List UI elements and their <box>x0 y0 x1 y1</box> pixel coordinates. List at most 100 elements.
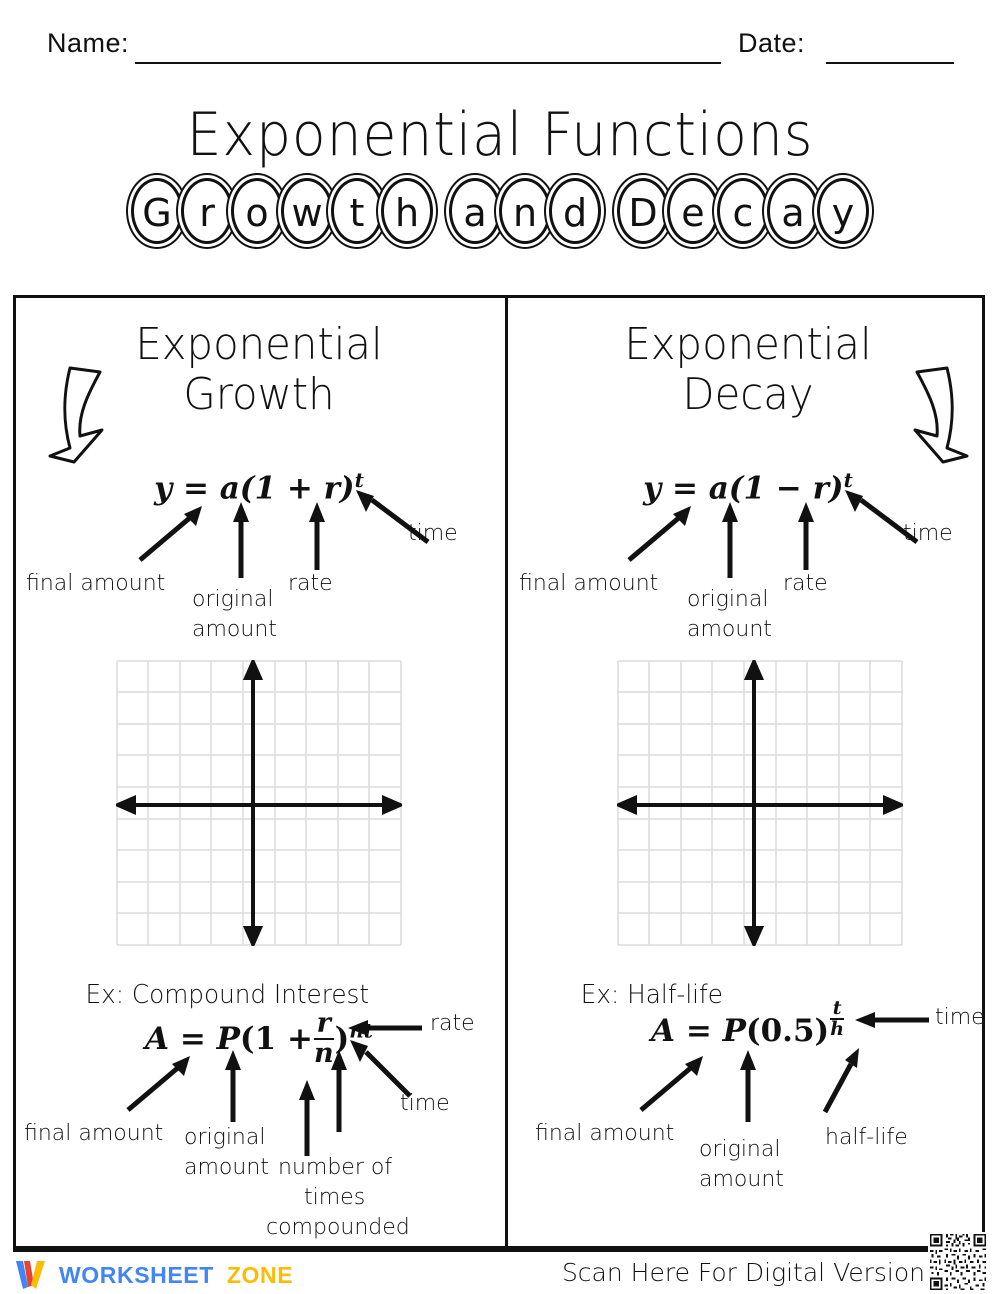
panel-divider <box>505 298 508 1246</box>
fraction-denominator: n <box>313 1037 334 1069</box>
fraction-denominator: h <box>830 1018 845 1041</box>
subtitle-letter: h <box>381 178 433 244</box>
growth-formula-equals: = <box>182 470 209 507</box>
arrow-to-original-amount-icon <box>722 502 738 578</box>
label-compounded-line1: number of <box>278 1155 393 1180</box>
name-write-line[interactable] <box>135 62 721 64</box>
arrow-to-number-of-times-icon <box>331 1050 347 1132</box>
growth-example-formula: A = P(1 +rn)nt <box>16 1008 502 1069</box>
label-original-amount-example-line2: amount <box>184 1155 269 1180</box>
subtitle-letter: t <box>331 178 383 244</box>
axes <box>617 660 903 946</box>
ex-formula-lhs: A <box>650 1012 676 1049</box>
label-compounded-line2: times <box>304 1185 366 1210</box>
subtitle-letter: w <box>281 178 333 244</box>
label-compounded-line3: compounded <box>266 1215 410 1240</box>
axes <box>116 660 402 946</box>
label-original-amount-line2: amount <box>192 617 277 642</box>
ex-formula-close: ) <box>334 1021 350 1058</box>
arrow-to-original-amount-example-icon <box>225 1050 241 1122</box>
content-frame: Exponential Growth y = a(1 + r)t <box>13 295 985 1249</box>
subtitle-letter: a <box>767 178 819 244</box>
growth-example-heading: Ex: Compound Interest <box>85 980 370 1010</box>
arrow-to-time-icon <box>845 490 919 544</box>
coordinate-grid-decay[interactable] <box>617 660 903 946</box>
growth-heading-line1: Exponential <box>135 319 383 370</box>
ex-formula-equals: = <box>179 1021 206 1058</box>
label-time-example: time <box>935 1005 985 1030</box>
label-original-amount-line2: amount <box>687 617 772 642</box>
subtitle-letter: y <box>817 178 869 244</box>
subtitle-letter: G <box>131 178 183 244</box>
label-rate: rate <box>783 571 828 596</box>
decay-formula-base: a(1 − r) <box>708 470 844 507</box>
growth-formula-base: a(1 + r) <box>219 470 355 507</box>
ex-formula-open: (1 + <box>239 1021 313 1058</box>
logo-word-worksheet: WORKSHEET <box>59 1261 214 1288</box>
label-rate: rate <box>288 571 333 596</box>
worksheet-zone-mark-icon <box>16 1261 45 1289</box>
arrow-to-original-amount-icon <box>233 502 249 578</box>
footer-divider <box>13 1249 985 1252</box>
name-label: Name: <box>47 28 130 58</box>
arrow-to-time-example-icon <box>855 1012 929 1028</box>
label-final-amount-example: final amount <box>535 1121 675 1146</box>
date-write-line[interactable] <box>826 62 954 64</box>
subtitle-letter: e <box>667 178 719 244</box>
growth-formula-lhs: y <box>154 470 173 507</box>
subtitle-space <box>431 178 451 244</box>
label-rate-example: rate <box>430 1011 475 1036</box>
arrow-to-rate-icon <box>309 502 325 570</box>
student-info-header: Name: Date: <box>0 28 1000 72</box>
decay-formula-exponent: t <box>843 468 853 492</box>
decay-example-formula: A = P(0.5) t h <box>505 998 991 1053</box>
label-time: time <box>903 521 953 546</box>
growth-heading-line2: Growth <box>183 369 335 420</box>
date-label: Date: <box>738 28 806 58</box>
fraction-numerator: t <box>832 997 842 1019</box>
subtitle-letter: n <box>499 178 551 244</box>
arrow-to-half-life-icon <box>822 1048 859 1114</box>
subtitle-letter: D <box>617 178 669 244</box>
arrow-to-rate-example-icon <box>348 1020 422 1036</box>
subtitle-letter: a <box>449 178 501 244</box>
worksheet-zone-logo[interactable]: WORKSHEET ZONE <box>14 1258 293 1292</box>
label-final-amount: final amount <box>26 571 166 596</box>
subtitle-space <box>599 178 619 244</box>
arrow-to-final-amount-example-icon <box>639 1056 703 1112</box>
arrow-to-final-amount-icon <box>138 506 202 562</box>
ex-formula-p: P <box>722 1012 746 1049</box>
arrow-to-time-example-icon <box>350 1040 412 1098</box>
fraction-numerator: r <box>316 1008 331 1039</box>
curved-arrow-down-icon <box>48 366 104 464</box>
coordinate-grid-growth[interactable] <box>116 660 402 946</box>
panel-exponential-growth: Exponential Growth y = a(1 + r)t <box>16 298 502 1246</box>
arrow-to-compounded-icon <box>299 1080 315 1156</box>
subtitle-letter: c <box>717 178 769 244</box>
subtitle-letter: r <box>181 178 233 244</box>
page-title: Exponential Functions <box>186 100 814 170</box>
label-half-life: half-life <box>825 1125 908 1150</box>
label-original-amount-line1: original <box>192 587 274 612</box>
logo-word-zone: ZONE <box>226 1261 294 1288</box>
decay-formula-lhs: y <box>643 470 662 507</box>
decay-heading: Exponential Decay <box>517 320 979 420</box>
arrow-to-final-amount-icon <box>627 506 691 562</box>
label-original-amount-example-line1: original <box>184 1125 266 1150</box>
subtitle-letter: o <box>231 178 283 244</box>
arrow-to-original-amount-example-icon <box>740 1050 756 1122</box>
label-original-amount-example-line2: amount <box>699 1167 784 1192</box>
growth-formula: y = a(1 + r)t <box>16 468 502 506</box>
decay-heading-line1: Exponential <box>624 319 872 370</box>
decay-formula: y = a(1 − r)t <box>505 468 991 506</box>
arrow-to-rate-icon <box>798 502 814 570</box>
arrow-to-final-amount-example-icon <box>126 1056 190 1112</box>
growth-heading: Exponential Growth <box>28 320 490 420</box>
label-final-amount: final amount <box>519 571 659 596</box>
qr-code-icon[interactable] <box>928 1232 988 1292</box>
arrow-to-time-icon <box>356 490 430 544</box>
growth-formula-exponent: t <box>354 468 364 492</box>
